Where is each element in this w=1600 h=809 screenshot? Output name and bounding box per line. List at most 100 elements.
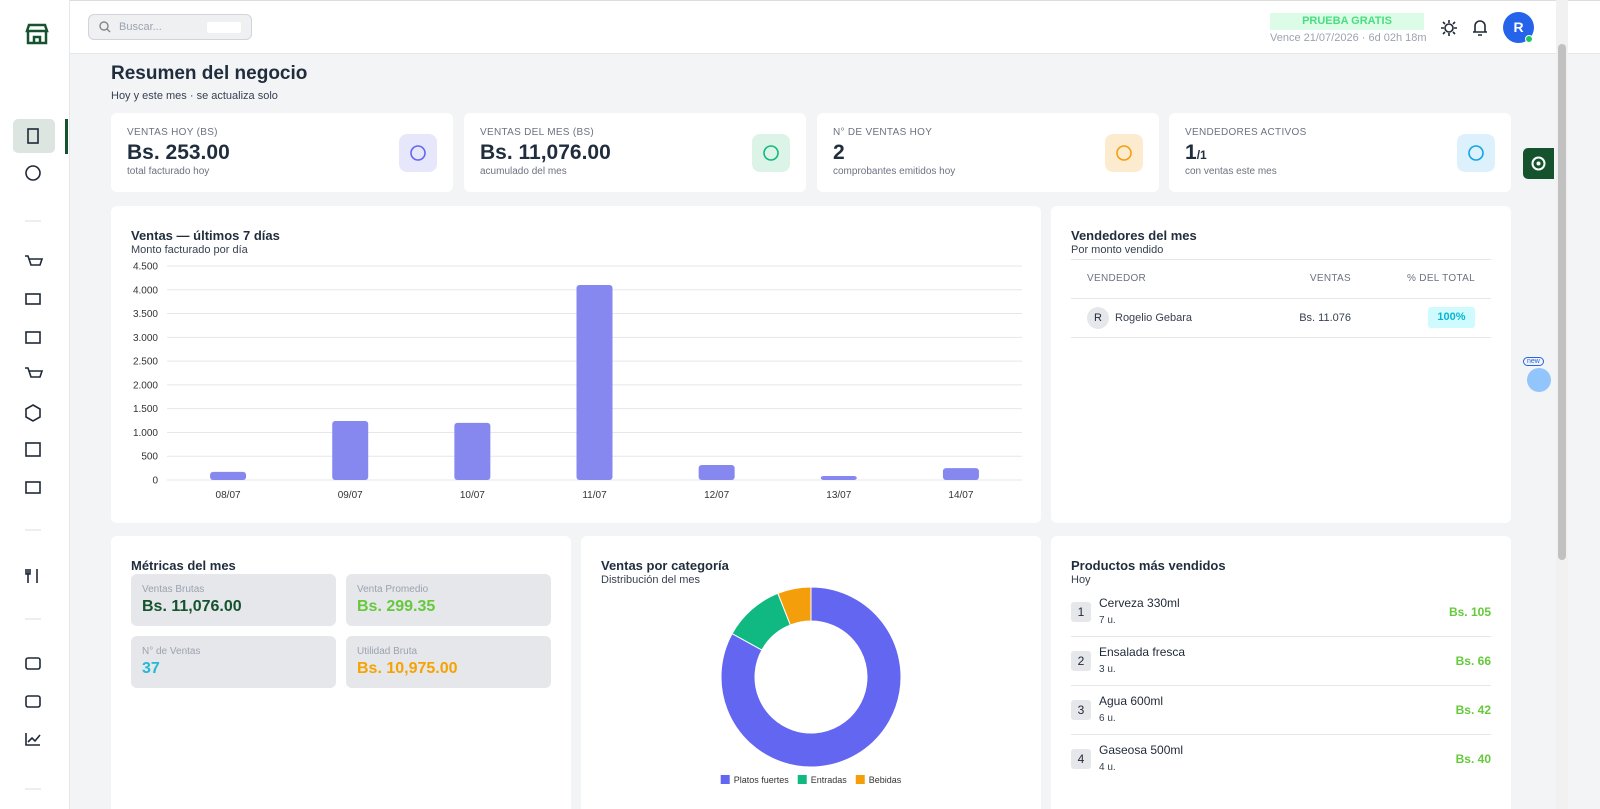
cart-add-icon[interactable] (25, 367, 44, 378)
metric-label: Ventas Brutas (142, 584, 205, 595)
kpi-card: N° DE VENTAS HOY 2 comprobantes emitidos h… (817, 113, 1159, 192)
metric-tile: N° de Ventas 37 (131, 636, 336, 688)
y-tick-label: 2.500 (133, 357, 158, 368)
bag-icon[interactable] (25, 331, 41, 344)
y-tick-label: 500 (141, 452, 158, 463)
top-products-card: Productos más vendidos Hoy 1 Cerveza 330m… (1051, 536, 1511, 809)
y-tick-label: 4.500 (133, 262, 158, 273)
gear-icon (1531, 156, 1546, 171)
kpi-glyph (1116, 145, 1132, 161)
product-amount: Bs. 66 (1455, 654, 1491, 668)
products-subtitle: Hoy (1071, 574, 1091, 586)
y-tick-label: 3.000 (133, 333, 158, 344)
dashboard-icon[interactable] (27, 128, 39, 144)
product-rank: 1 (1071, 602, 1091, 622)
metrics-title: Métricas del mes (131, 558, 236, 573)
kpi-icon (399, 134, 437, 172)
product-name: Ensalada fresca (1099, 645, 1186, 659)
donut-slice (720, 586, 902, 768)
x-tick-label: 13/07 (826, 490, 851, 501)
settings-button[interactable] (1523, 148, 1554, 179)
seller-name: Rogelio Gebara (1115, 312, 1193, 324)
divider (1071, 734, 1491, 735)
stack-icon[interactable] (25, 481, 41, 494)
glyph (410, 145, 426, 161)
kpi-note: comprobantes emitidos hoy (833, 166, 956, 177)
bar (820, 475, 857, 480)
assistant-button[interactable] (1527, 368, 1551, 392)
store-logo[interactable] (25, 23, 49, 45)
kpi-value-suffix: /1 (1196, 148, 1207, 162)
kpi-icon (1457, 134, 1495, 172)
kpi-glyph (410, 145, 426, 161)
donut-slice (777, 586, 812, 626)
new-badge: new (1523, 357, 1544, 366)
y-tick-label: 1.500 (133, 404, 158, 415)
scrollbar-thumb[interactable] (1558, 44, 1566, 560)
legend-swatch (797, 775, 807, 784)
column-header: VENDEDOR (1087, 273, 1147, 284)
online-dot (1525, 35, 1533, 43)
legend-label: Bebidas (869, 775, 902, 785)
search-placeholder: Buscar... (119, 21, 162, 33)
divider (1071, 337, 1491, 338)
y-tick-label: 4.000 (133, 285, 158, 296)
kpi-label: VENDEDORES ACTIVOS (1185, 127, 1307, 138)
stack-icon[interactable] (25, 293, 41, 305)
search-box[interactable]: Buscar... (88, 14, 252, 40)
cutlery-icon[interactable] (25, 569, 38, 583)
y-tick-label: 3.500 (133, 309, 158, 320)
product-name: Gaseosa 500ml (1099, 743, 1184, 757)
divider (1071, 685, 1491, 686)
x-tick-label: 08/07 (216, 490, 241, 501)
kpi-card: VENTAS DEL MES (BS) Bs. 11,076.00 acumulad… (464, 113, 806, 192)
shortcut-hint (207, 22, 241, 33)
trial-expiry: Vence 21/07/2026 · 6d 02h 18m (1270, 32, 1427, 44)
wallet-icon[interactable] (25, 695, 41, 708)
notifications[interactable] (1472, 19, 1488, 37)
chart-icon[interactable] (25, 733, 41, 746)
page-subtitle: Hoy y este mes · se actualiza solo (111, 90, 278, 102)
bar (942, 468, 979, 480)
column-header: % DEL TOTAL (1407, 273, 1475, 284)
seller-sales: Bs. 11.076 (1299, 312, 1351, 324)
kpi-value: Bs. 11,076.00 (480, 141, 611, 164)
y-tick-label: 0 (152, 476, 158, 487)
chart-title: Ventas por categoría (601, 558, 729, 573)
glyph (763, 145, 779, 161)
category-chart-card: Ventas por categoría Distribución del me… (581, 536, 1041, 809)
metric-value: Bs. 11,076.00 (142, 598, 242, 615)
user-icon[interactable] (25, 165, 41, 181)
product-qty: 4 u. (1099, 762, 1116, 773)
sellers-title: Vendedores del mes (1071, 228, 1197, 243)
chart-subtitle: Distribución del mes (601, 574, 701, 586)
kpi-value: 1/1 (1185, 141, 1207, 165)
kpi-card: VENTAS HOY (BS) Bs. 253.00 total facturado… (111, 113, 453, 192)
seller-share: 100% (1428, 307, 1475, 328)
topbar: Buscar... PRUEBA GRATIS Vence 21/07/2026… (70, 0, 1600, 54)
wallet-icon[interactable] (25, 657, 41, 670)
box-icon[interactable] (25, 404, 41, 422)
product-rank: 3 (1071, 700, 1091, 720)
store-icon[interactable] (25, 442, 41, 457)
sidebar (0, 0, 70, 809)
theme-toggle[interactable] (1440, 19, 1458, 37)
search-icon (99, 21, 111, 33)
bar (698, 465, 735, 480)
product-amount: Bs. 105 (1448, 605, 1491, 619)
kpi-glyph (1468, 145, 1484, 161)
sales-chart-card: Ventas — últimos 7 días Monto facturado … (111, 206, 1041, 523)
kpi-card: VENDEDORES ACTIVOS 1/1 con ventas este mes (1169, 113, 1511, 192)
divider (1071, 636, 1491, 637)
active-marker (65, 119, 68, 154)
kpi-note: con ventas este mes (1185, 166, 1277, 177)
x-tick-label: 12/07 (704, 490, 729, 501)
product-qty: 3 u. (1099, 664, 1116, 675)
page-title: Resumen del negocio (111, 63, 308, 84)
glyph (1116, 145, 1132, 161)
active-item[interactable] (13, 119, 55, 153)
legend-swatch (720, 775, 730, 784)
kpi-note: total facturado hoy (127, 166, 210, 177)
cart-icon[interactable] (25, 255, 44, 266)
seller-avatar: R (1087, 307, 1109, 329)
